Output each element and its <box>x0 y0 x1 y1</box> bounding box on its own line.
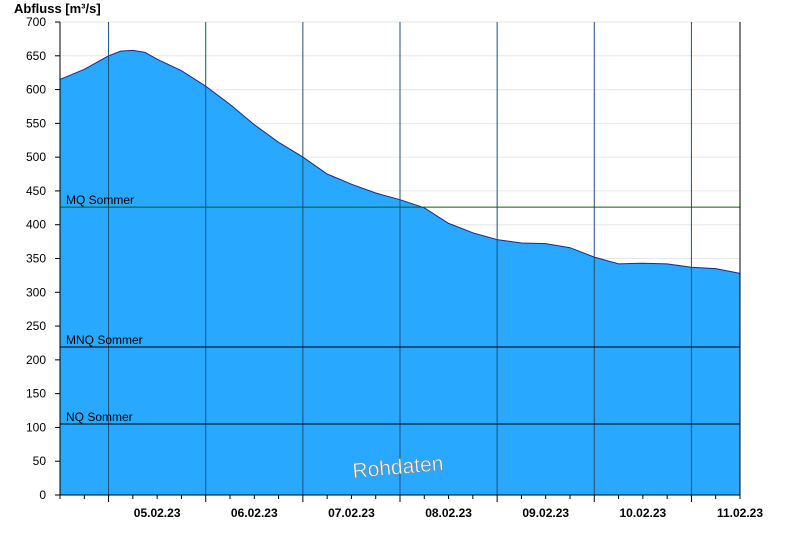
x-tick-label: 10.02.23 <box>619 506 666 520</box>
y-tick-label: 100 <box>26 420 46 434</box>
y-tick-label: 450 <box>26 184 46 198</box>
y-ticks: 0 50 100 150 200 250 300 350 400 450 500 550 600 650 7… <box>26 15 60 502</box>
x-tick-label: 09.02.23 <box>522 506 569 520</box>
y-tick-label: 300 <box>26 285 46 299</box>
y-tick-label: 0 <box>39 488 46 502</box>
x-ticks: 05.02.23 06.02.23 07.02.23 08.02.23 09.02.23… <box>59 495 763 520</box>
y-tick-label: 550 <box>26 116 46 130</box>
y-tick-label: 200 <box>26 353 46 367</box>
series-line <box>59 49 741 274</box>
y-tick-label: 600 <box>26 83 46 97</box>
y-tick-label: 50 <box>33 454 47 468</box>
y-tick-label: 650 <box>26 49 46 63</box>
y-tick-label: 700 <box>26 15 46 29</box>
reference-label: MNQ Sommer <box>66 333 143 347</box>
y-tick-label: 350 <box>26 252 46 266</box>
y-tick-label: 500 <box>26 150 46 164</box>
y-axis-label: Abfluss [m³/s] <box>14 1 101 16</box>
x-tick-label: 08.02.23 <box>425 506 472 520</box>
x-tick-label: 07.02.23 <box>328 506 375 520</box>
y-tick-label: 250 <box>26 319 46 333</box>
y-tick-label: 150 <box>26 387 46 401</box>
reference-label: MQ Sommer <box>66 193 134 207</box>
x-tick-label: 11.02.23 <box>717 506 763 520</box>
reference-lines: MQ Sommer MNQ Sommer NQ Sommer <box>60 193 740 425</box>
y-tick-label: 400 <box>26 218 46 232</box>
x-tick-label: 05.02.23 <box>134 506 181 520</box>
x-tick-label: 06.02.23 <box>231 506 278 520</box>
reference-label: NQ Sommer <box>66 410 133 424</box>
day-separator-lines <box>108 22 692 495</box>
